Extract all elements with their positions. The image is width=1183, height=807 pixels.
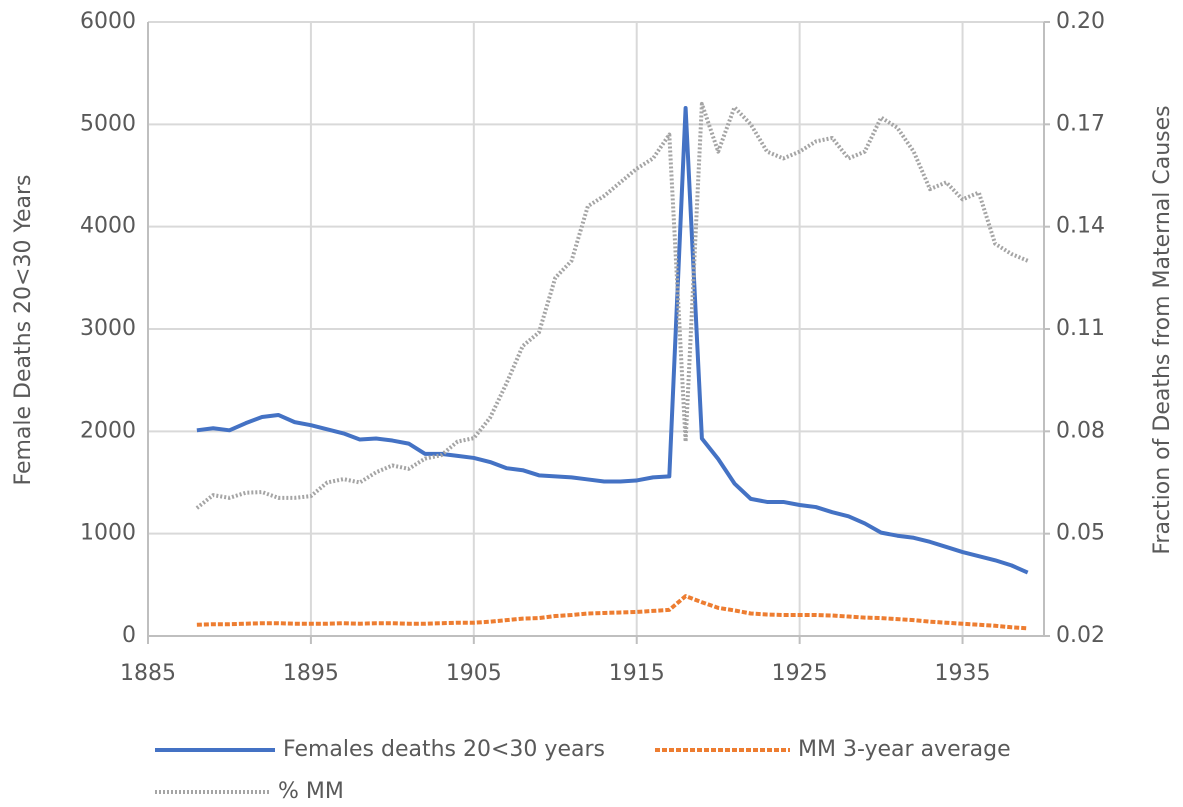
x-tick-label: 1935 [935, 661, 991, 686]
y2-tick-label: 0.02 [1056, 623, 1105, 648]
x-tick-label: 1915 [609, 661, 665, 686]
y-tick-label: 5000 [80, 111, 136, 136]
y2-tick-label: 0.11 [1056, 316, 1105, 341]
x-tick-label: 1925 [772, 661, 828, 686]
x-tick-label: 1905 [446, 661, 502, 686]
x-tick-label: 1895 [283, 661, 339, 686]
y-tick-label: 2000 [80, 418, 136, 443]
legend-label: MM 3-year average [798, 737, 1011, 762]
y2-tick-label: 0.05 [1056, 521, 1105, 546]
y2-tick-label: 0.20 [1056, 9, 1105, 34]
data-line [196, 594, 1028, 631]
y-tick-label: 0 [122, 623, 136, 648]
x-tick-label: 1885 [120, 661, 176, 686]
y2-tick-label: 0.14 [1056, 214, 1105, 239]
y-tick-label: 1000 [80, 521, 136, 546]
data-line [196, 105, 1029, 575]
y2-axis-title: Fraction of Deaths from Maternal Causes [1150, 105, 1175, 554]
legend-label: % MM [278, 779, 344, 804]
y2-tick-label: 0.08 [1056, 418, 1105, 443]
y-tick-label: 4000 [80, 214, 136, 239]
y-tick-label: 6000 [80, 9, 136, 34]
y-axis-title: Female Deaths 20<30 Years [11, 175, 36, 486]
y-tick-label: 3000 [80, 316, 136, 341]
data-line [195, 101, 1029, 510]
y2-tick-label: 0.17 [1056, 111, 1105, 136]
legend-label: Females deaths 20<30 years [283, 737, 605, 762]
